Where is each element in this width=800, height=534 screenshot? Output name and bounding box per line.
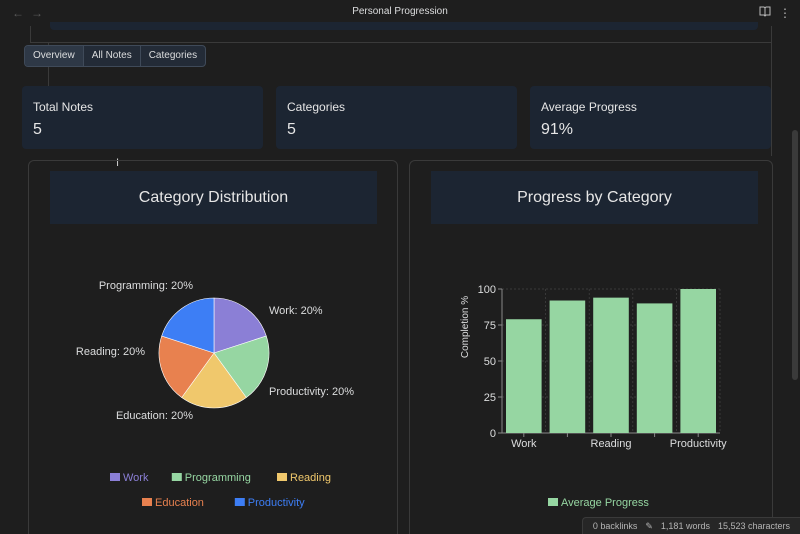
stat-value: 91% xyxy=(541,121,574,138)
stat-label: Total Notes xyxy=(33,100,94,114)
stat-value: 5 xyxy=(287,121,296,138)
progress-by-category-panel xyxy=(409,160,773,534)
forward-arrow-icon[interactable]: → xyxy=(31,6,43,20)
scrollbar[interactable] xyxy=(792,130,798,380)
title-bar: ← → Personal Progression ⋮ xyxy=(0,0,800,26)
tab-overview[interactable]: Overview xyxy=(25,46,84,66)
divider xyxy=(771,26,772,156)
view-tabs: Overview All Notes Categories xyxy=(24,45,207,67)
stat-label: Categories xyxy=(287,100,346,114)
panel-title: Progress by Category xyxy=(517,189,672,206)
category-distribution-panel xyxy=(28,160,398,534)
stat-card-average-progress: Average Progress 91% xyxy=(530,86,771,149)
stat-value: 5 xyxy=(33,121,42,138)
reading-mode-icon[interactable] xyxy=(757,5,773,21)
word-count: 1,181 words xyxy=(660,521,710,531)
status-bar: 0 backlinks ✎ 1,181 words 15,523 charact… xyxy=(581,517,800,534)
stat-label: Average Progress xyxy=(541,100,637,114)
edit-pencil-icon[interactable]: ✎ xyxy=(645,520,653,531)
backlinks-count[interactable]: 0 backlinks xyxy=(592,521,638,531)
text-cursor-icon: I xyxy=(116,157,120,169)
character-count: 15,523 characters xyxy=(717,521,790,531)
stat-card-total-notes: Total Notes 5 xyxy=(22,86,263,149)
tab-categories[interactable]: Categories xyxy=(148,50,198,61)
panel-title: Category Distribution xyxy=(138,189,289,206)
window-title: Personal Progression xyxy=(352,6,448,17)
divider xyxy=(30,26,31,42)
stat-card-categories: Categories 5 xyxy=(276,86,517,149)
back-arrow-icon[interactable]: ← xyxy=(12,6,24,20)
category-distribution-header: Category Distribution xyxy=(50,171,377,224)
header-strip xyxy=(50,22,758,30)
progress-by-category-header: Progress by Category xyxy=(431,171,758,224)
divider xyxy=(30,42,772,43)
tab-all-notes[interactable]: All Notes xyxy=(84,46,141,66)
more-options-icon[interactable]: ⋮ xyxy=(779,6,791,20)
